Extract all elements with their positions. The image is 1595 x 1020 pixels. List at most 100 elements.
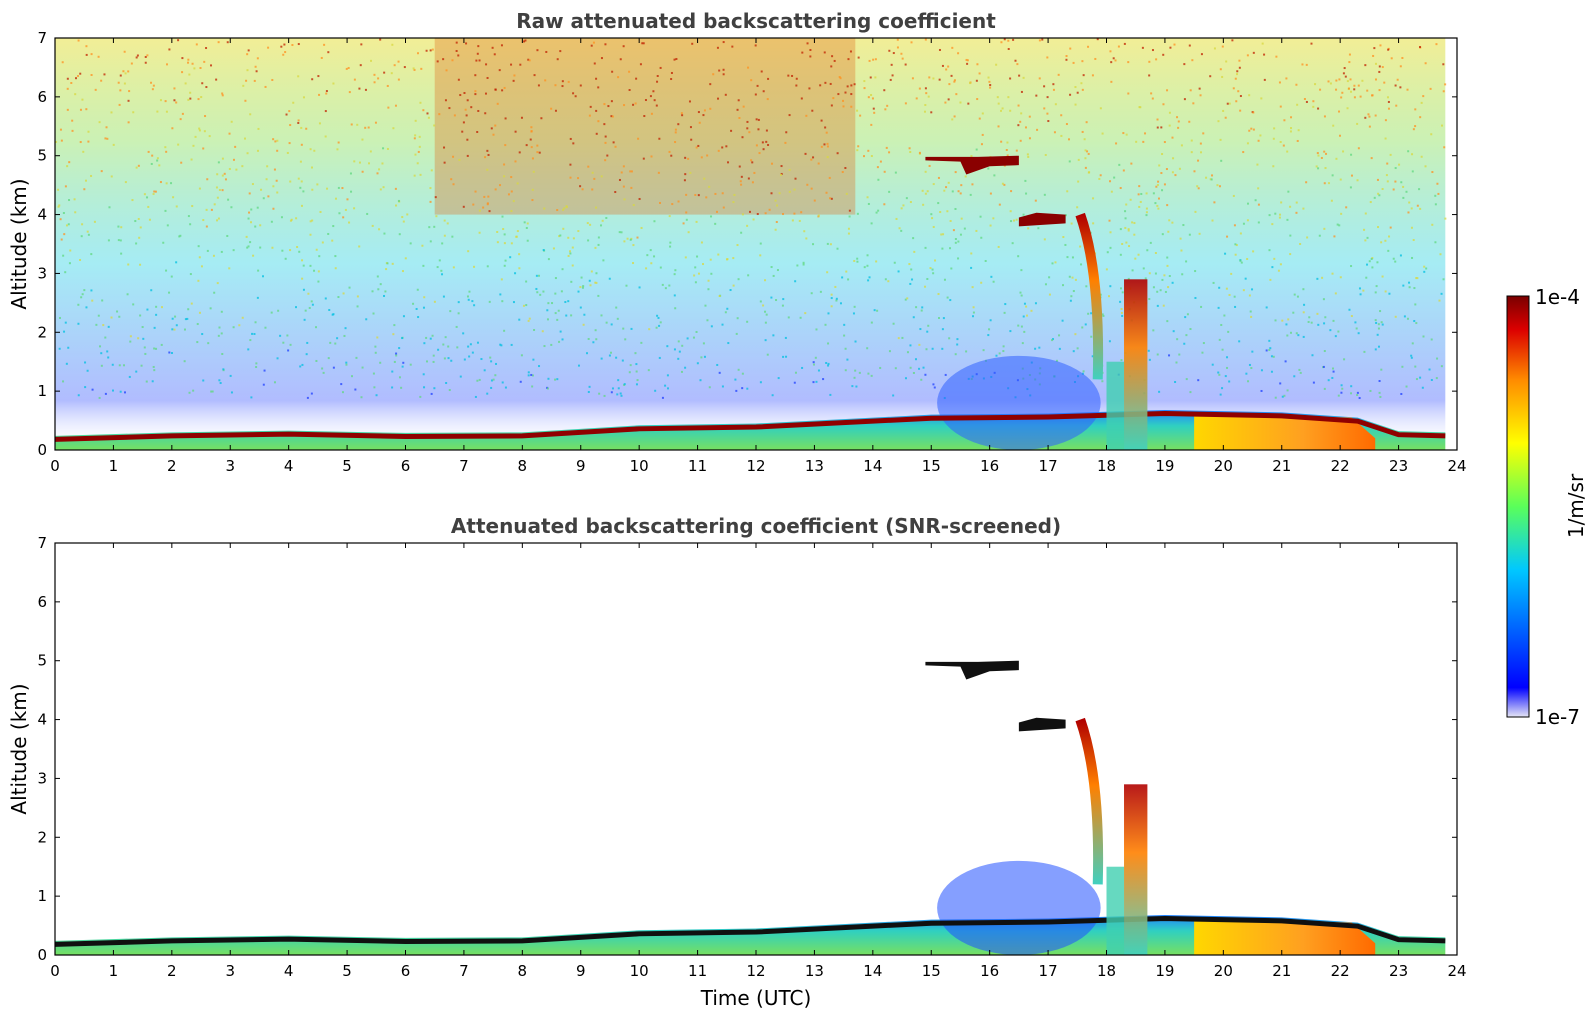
noise-dot	[673, 348, 676, 351]
noise-dot	[1316, 152, 1319, 155]
noise-dot	[571, 264, 574, 267]
noise-dot	[642, 157, 645, 160]
noise-dot	[782, 355, 785, 358]
noise-dot	[107, 239, 110, 242]
noise-dot	[1123, 42, 1126, 45]
noise-dot	[569, 137, 572, 140]
noise-dot	[753, 171, 756, 174]
noise-dot	[1252, 111, 1255, 114]
noise-dot	[700, 356, 703, 359]
noise-dot	[1218, 185, 1221, 188]
noise-dot	[703, 177, 706, 180]
noise-dot	[1064, 214, 1067, 217]
noise-dot	[982, 349, 985, 352]
noise-dot	[810, 187, 813, 190]
noise-dot	[649, 95, 652, 98]
noise-dot	[1076, 206, 1079, 209]
noise-dot	[438, 113, 441, 116]
noise-dot	[546, 309, 549, 312]
noise-dot	[1281, 395, 1284, 398]
noise-dot	[1000, 109, 1003, 112]
noise-dot	[1006, 141, 1009, 144]
noise-dot	[712, 73, 715, 76]
noise-dot	[1086, 150, 1089, 153]
noise-dot	[886, 104, 889, 107]
noise-dot	[684, 366, 687, 369]
noise-dot	[954, 353, 957, 356]
noise-dot	[85, 108, 88, 111]
noise-dot	[813, 199, 816, 202]
noise-dot	[510, 210, 513, 213]
noise-dot	[1157, 207, 1160, 210]
noise-dot	[171, 328, 174, 331]
noise-dot	[1375, 321, 1378, 324]
noise-dot	[1061, 319, 1064, 322]
noise-dot	[142, 337, 145, 340]
noise-dot	[724, 93, 727, 96]
noise-dot	[1235, 100, 1238, 103]
noise-dot	[317, 270, 320, 273]
noise-dot	[850, 84, 853, 87]
noise-dot	[764, 339, 767, 342]
noise-dot	[538, 151, 541, 154]
noise-dot	[443, 161, 446, 164]
noise-dot	[1067, 138, 1070, 141]
noise-dot	[920, 309, 923, 312]
noise-dot	[569, 252, 572, 255]
noise-dot	[1250, 315, 1253, 318]
noise-dot	[995, 63, 998, 66]
noise-dot	[829, 82, 832, 85]
noise-dot	[104, 336, 107, 339]
noise-dot	[200, 96, 203, 99]
noise-dot	[577, 364, 580, 367]
noise-dot	[1020, 325, 1023, 328]
noise-dot	[1268, 339, 1271, 342]
noise-dot	[1272, 137, 1275, 140]
noise-dot	[1220, 159, 1223, 162]
noise-dot	[846, 358, 849, 361]
noise-dot	[941, 247, 944, 250]
noise-dot	[1290, 127, 1293, 130]
noise-dot	[1142, 140, 1145, 143]
noise-dot	[414, 153, 417, 156]
noise-dot	[1151, 97, 1154, 100]
noise-dot	[156, 110, 159, 113]
noise-dot	[1162, 53, 1165, 56]
cloud-layer-4km	[1018, 717, 1066, 732]
noise-dot	[1350, 153, 1353, 156]
noise-dot	[191, 205, 194, 208]
noise-dot	[774, 199, 777, 202]
noise-dot	[213, 291, 216, 294]
noise-dot	[847, 227, 850, 230]
noise-dot	[317, 280, 320, 283]
noise-dot	[259, 224, 262, 227]
noise-dot	[85, 53, 88, 56]
noise-dot	[1121, 291, 1124, 294]
noise-dot	[1101, 380, 1104, 383]
noise-dot	[256, 296, 259, 299]
noise-dot	[775, 221, 778, 224]
noise-dot	[356, 305, 359, 308]
noise-dot	[137, 337, 140, 340]
noise-dot	[700, 156, 703, 159]
noise-dot	[707, 279, 710, 282]
noise-dot	[416, 162, 419, 165]
noise-dot	[301, 277, 304, 280]
noise-dot	[1092, 197, 1095, 200]
noise-dot	[832, 97, 835, 100]
noise-dot	[1211, 363, 1214, 366]
noise-dot	[975, 79, 978, 82]
noise-dot	[695, 146, 698, 149]
noise-dot	[68, 161, 71, 164]
noise-dot	[560, 290, 563, 293]
noise-dot	[900, 52, 903, 55]
noise-dot	[704, 304, 707, 307]
noise-dot	[1323, 227, 1326, 230]
noise-dot	[360, 396, 363, 399]
noise-dot	[1247, 380, 1250, 383]
boundary-layer-top	[55, 916, 1446, 947]
noise-dot	[1231, 39, 1234, 42]
noise-dot	[1223, 314, 1226, 317]
noise-dot	[307, 292, 310, 295]
noise-dot	[496, 230, 499, 233]
